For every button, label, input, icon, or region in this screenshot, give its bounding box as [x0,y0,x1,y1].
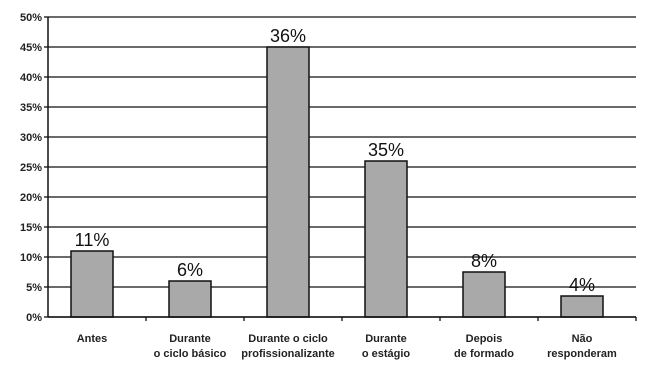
y-tick-label: 30% [20,132,42,144]
y-tick-label: 5% [26,282,42,294]
data-labels: 11% 6% 36% 35% 8% 4% [75,26,595,295]
y-tick-label: 45% [20,42,42,54]
bar [168,280,212,318]
data-label: 8% [471,251,497,271]
y-tick-label: 20% [20,192,42,204]
gridlines [48,16,636,318]
data-label: 6% [177,260,203,280]
bar [70,250,114,318]
x-tick-label: Não responderam [547,333,617,360]
data-label: 36% [270,26,306,46]
y-axis: 0% 5% 10% 15% 20% 25% 30% 35% 40% 45% 50% [20,12,49,324]
bar [462,271,506,318]
y-tick-label: 25% [20,162,42,174]
x-tick-label: Antes [77,333,108,345]
data-label: 11% [75,230,110,250]
data-label: 35% [368,140,404,160]
y-tick-label: 50% [20,12,42,24]
y-tick-label: 40% [20,72,42,84]
bar [266,46,310,318]
bar [364,160,408,318]
data-label: 4% [569,275,595,295]
x-tick-label: Depois de formado [454,333,514,360]
y-tick-label: 10% [20,252,42,264]
x-tick-label: Durante o ciclo profissionalizante [241,333,335,360]
y-tick-label: 35% [20,102,42,114]
bars [70,46,604,318]
y-tick-label: 15% [20,222,42,234]
x-axis: Antes Durante o ciclo básico Durante o cicl… [48,316,637,360]
y-tick-label: 0% [26,312,42,324]
x-tick-label: Durante o estágio [362,333,411,360]
bar [560,295,604,318]
x-tick-label: Durante o ciclo básico [154,333,227,360]
